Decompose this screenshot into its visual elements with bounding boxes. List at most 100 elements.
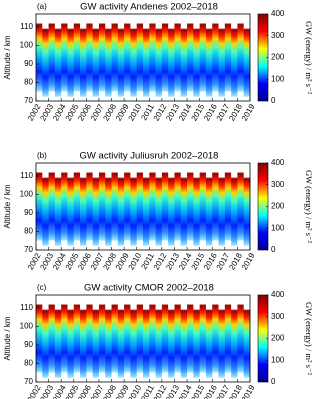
y-tick-label: 90 [24, 59, 33, 68]
field [224, 14, 232, 101]
colorbar-tick-label: 400 [271, 9, 285, 18]
colorbar-label: GW (energy) / m² s⁻² [304, 302, 314, 375]
colorbar-label: GW (energy) / m² s⁻² [304, 21, 314, 94]
field [73, 295, 81, 382]
field [155, 14, 163, 101]
field [98, 295, 106, 382]
colorbar-tick-label: 100 [271, 223, 285, 232]
field [61, 14, 68, 101]
panel-label: (a) [37, 2, 47, 11]
y-tick-label: 110 [20, 22, 33, 31]
field [199, 295, 207, 382]
chart-title: GW activity Andenes 2002–2018 [80, 2, 218, 13]
field [187, 163, 194, 250]
field [205, 14, 213, 101]
field [231, 295, 238, 382]
y-tick-label: 80 [24, 359, 33, 368]
field [73, 14, 81, 101]
y-axis-label: Altitude / km [3, 316, 12, 360]
field [237, 14, 245, 101]
field [136, 14, 144, 101]
field [92, 163, 100, 250]
colorbar-tick-label: 200 [271, 334, 285, 343]
panel-label: (c) [37, 283, 47, 292]
field [111, 295, 119, 382]
field [86, 14, 93, 101]
field [174, 295, 182, 382]
field [48, 163, 56, 250]
field [48, 14, 56, 101]
field [86, 163, 93, 250]
colorbar-tick-label: 200 [271, 202, 285, 211]
field [143, 14, 150, 101]
field [243, 295, 251, 382]
field [149, 14, 156, 101]
plot-frame [35, 294, 251, 383]
colorbar-tick-label: 0 [271, 377, 276, 386]
field [136, 295, 144, 382]
field [155, 295, 163, 382]
field [67, 14, 75, 101]
field [36, 14, 43, 101]
field [205, 163, 213, 250]
field [130, 295, 138, 382]
field [218, 295, 226, 382]
field [193, 14, 200, 101]
y-tick-label: 80 [24, 78, 33, 87]
field [105, 295, 112, 382]
y-tick-label: 80 [24, 227, 33, 236]
field [168, 163, 175, 250]
y-tick-label: 110 [20, 171, 33, 180]
y-tick-label: 110 [20, 303, 33, 312]
field [98, 163, 106, 250]
colorbar-label: GW (energy) / m² s⁻² [304, 170, 314, 243]
colorbar-tick-label: 400 [271, 158, 285, 167]
field [73, 163, 81, 250]
field [61, 163, 68, 250]
y-tick-label: 100 [20, 322, 34, 331]
colorbar-tick-label: 0 [271, 96, 276, 105]
field [199, 163, 207, 250]
field [80, 295, 87, 382]
field [193, 295, 200, 382]
field [224, 163, 232, 250]
x-tick-label: 2019 [240, 251, 257, 271]
field [124, 295, 131, 382]
y-tick-label: 90 [24, 208, 33, 217]
field [130, 163, 138, 250]
y-tick-label: 70 [24, 245, 33, 254]
colorbar-tick-label: 0 [271, 245, 276, 254]
colorbar-tick-label: 100 [271, 355, 285, 364]
field [231, 14, 238, 101]
field [243, 14, 251, 101]
field [117, 295, 125, 382]
field [111, 163, 119, 250]
y-tick-label: 100 [20, 41, 34, 50]
field [42, 295, 49, 382]
field [149, 163, 156, 250]
y-axis-label: Altitude / km [3, 184, 12, 228]
field [224, 295, 232, 382]
field [243, 163, 251, 250]
colorbar-tick-label: 300 [271, 31, 285, 40]
field [42, 163, 49, 250]
field [174, 163, 182, 250]
field [143, 295, 150, 382]
field [111, 14, 119, 101]
field [161, 295, 169, 382]
field [205, 295, 213, 382]
field [212, 14, 219, 101]
field [180, 163, 188, 250]
field [98, 14, 106, 101]
field [231, 163, 238, 250]
x-tick-label: 2019 [240, 102, 257, 122]
field [199, 14, 207, 101]
field [218, 163, 226, 250]
y-tick-label: 100 [20, 190, 34, 199]
field [143, 163, 150, 250]
field [161, 14, 169, 101]
field [168, 14, 175, 101]
field [48, 295, 56, 382]
y-tick-label: 90 [24, 340, 33, 349]
plot-frame [35, 162, 251, 251]
